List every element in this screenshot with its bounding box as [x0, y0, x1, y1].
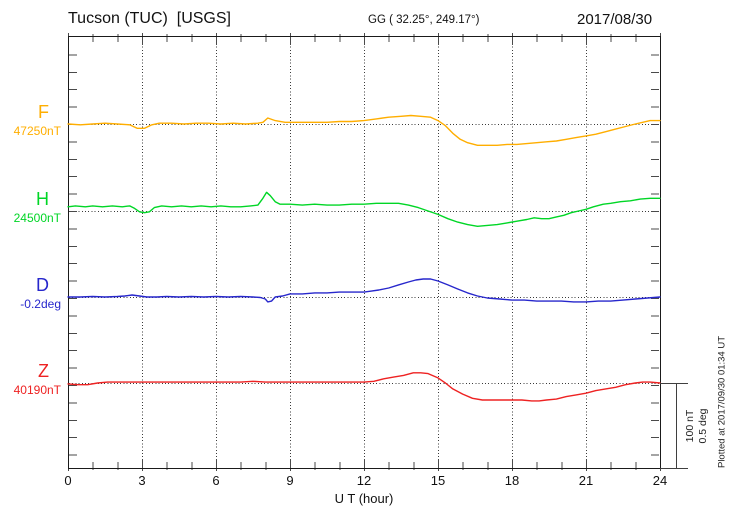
scale-bar-nt-line: 100 nT [684, 409, 696, 443]
x-tick-label-24: 24 [652, 473, 668, 488]
series-label-D: D -0.2deg [0, 275, 62, 311]
observation-date: 2017/08/30 [577, 11, 653, 28]
series-letter-H: H [36, 189, 49, 209]
x-axis-label: U T (hour) [334, 491, 394, 506]
scale-bar [660, 382, 688, 470]
series-baseline-D: -0.2deg [20, 297, 61, 311]
scale-bar-label: 100 nT 0.5 deg [684, 408, 710, 443]
x-tick-label-9: 9 [286, 473, 294, 488]
series-label-H: H 24500nT [0, 189, 62, 225]
x-tick-label-15: 15 [430, 473, 446, 488]
x-tick-label-0: 0 [64, 473, 72, 488]
scale-bar-deg-line: 0.5 deg [697, 408, 709, 444]
plot-frame [68, 36, 661, 469]
x-tick-label-21: 21 [578, 473, 594, 488]
series-baseline-Z: 40190nT [13, 383, 61, 397]
trace-F [67, 114, 661, 147]
series-baseline-F: 47250nT [13, 124, 61, 138]
trace-D [67, 278, 661, 303]
series-letter-Z: Z [38, 361, 49, 381]
x-tick-label-12: 12 [356, 473, 372, 488]
trace-H [67, 191, 661, 228]
series-label-Z: Z 40190nT [0, 361, 62, 397]
trace-Z [67, 372, 661, 402]
x-tick-label-18: 18 [504, 473, 520, 488]
x-tick-label-6: 6 [212, 473, 220, 488]
traces [67, 114, 661, 402]
geographic-coordinates: GG ( 32.25°, 249.17°) [368, 14, 480, 26]
series-label-F: F 47250nT [0, 102, 62, 138]
x-tick-label-3: 3 [138, 473, 146, 488]
series-baseline-H: 24500nT [13, 211, 61, 225]
station-title: Tucson (TUC) [USGS] [68, 10, 231, 27]
plotted-timestamp-note: Plotted at 2017/09/30 01:34 UT [716, 335, 728, 469]
grid-lines [69, 37, 659, 467]
series-letter-F: F [38, 102, 49, 122]
series-letter-D: D [36, 275, 49, 295]
